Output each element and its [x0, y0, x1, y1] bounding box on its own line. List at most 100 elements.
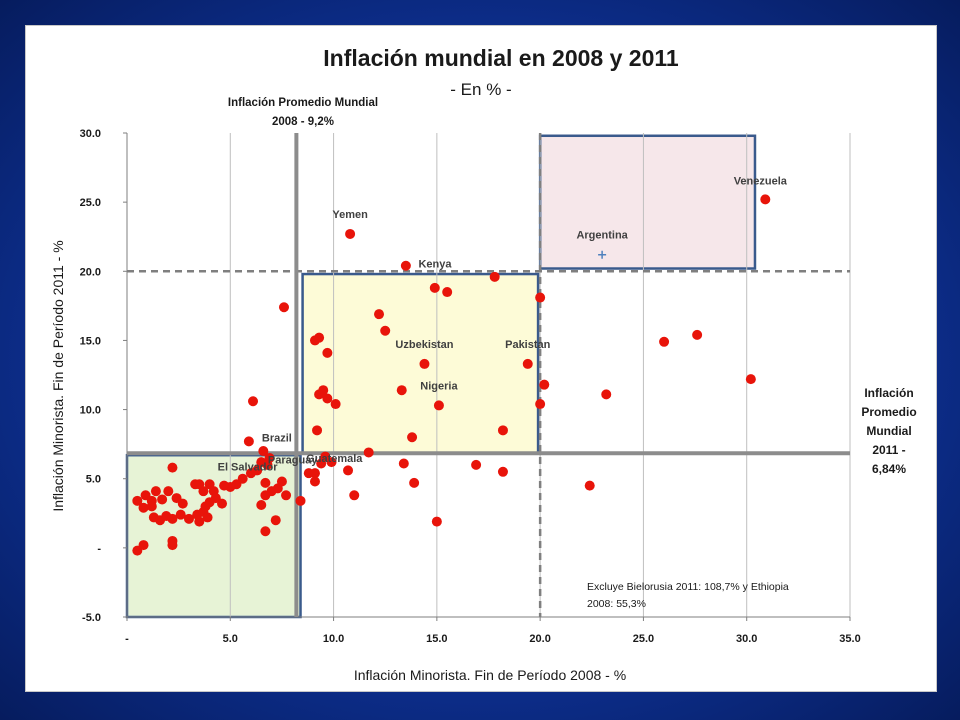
- data-point: [400, 260, 411, 271]
- data-point: [745, 374, 756, 385]
- y-tick-label: 25.0: [80, 197, 101, 209]
- y-tick-label: -5.0: [82, 612, 101, 624]
- data-point: [419, 358, 430, 369]
- data-point: [489, 271, 500, 282]
- data-point: [407, 432, 418, 443]
- data-point: [163, 486, 174, 497]
- quadrant-box: [538, 134, 757, 270]
- data-point: [409, 477, 420, 488]
- data-point: [363, 447, 374, 458]
- data-point: [243, 436, 254, 447]
- data-point: [175, 509, 186, 520]
- data-point: [146, 501, 157, 512]
- annotations: Venezuela Argentina Yemen Kenya Uzbekistan Pa…: [218, 175, 788, 473]
- data-point: [219, 480, 230, 491]
- data-point: [150, 486, 161, 497]
- x-tick-label: -: [125, 633, 129, 645]
- data-point: [326, 457, 337, 468]
- data-point: [349, 490, 360, 501]
- x-tick-label: 35.0: [839, 633, 860, 645]
- data-point: [309, 476, 320, 487]
- data-point: [132, 545, 143, 556]
- quadrant-box: [125, 453, 302, 619]
- x-tick-label: 25.0: [633, 633, 654, 645]
- data-point: [345, 228, 356, 239]
- country-label: Guatemala: [306, 453, 363, 465]
- x-tick-label: 10.0: [323, 633, 344, 645]
- world-average-2008-label-line: Inflación Promedio Mundial: [228, 97, 378, 109]
- y-tick-label: 15.0: [80, 335, 101, 347]
- x-tick-label: 5.0: [223, 633, 238, 645]
- data-point: [398, 458, 409, 469]
- data-point: [245, 468, 256, 479]
- data-point: [194, 516, 205, 527]
- axes: -5.0 10.0 15.0 20.0 25.0 30.0 35.0-5.0-5.010.0…: [80, 128, 861, 645]
- reference-lines: [127, 133, 850, 617]
- data-points: [132, 194, 771, 556]
- data-point: [374, 309, 385, 320]
- y-tick-label: 10.0: [80, 405, 101, 417]
- data-point: [312, 425, 323, 436]
- data-point: [177, 498, 188, 509]
- world-average-2011-label-line: Inflación: [864, 386, 913, 400]
- data-point: [431, 516, 442, 527]
- chart-subtitle: - En % -: [450, 80, 511, 99]
- data-point: [322, 347, 333, 358]
- data-point: [278, 302, 289, 313]
- data-point: [276, 476, 287, 487]
- data-point: [140, 490, 151, 501]
- country-label: Nigeria: [420, 380, 458, 392]
- data-point: [471, 459, 482, 470]
- x-tick-label: 15.0: [426, 633, 447, 645]
- data-point: [330, 399, 341, 410]
- country-label: Uzbekistan: [395, 339, 453, 351]
- chart-frame: Inflación mundial en 2008 y 2011 - En % …: [25, 25, 937, 692]
- world-average-2011-label: Inflación Promedio Mundial 2011 - 6,84%: [861, 386, 916, 476]
- data-point: [256, 499, 267, 510]
- grid-lines: [229, 133, 851, 617]
- data-point: [262, 459, 273, 470]
- country-label: Paraguay: [268, 455, 318, 467]
- world-average-2011-label-line: 2011 -: [872, 443, 905, 457]
- x-tick-label: 20.0: [529, 633, 550, 645]
- data-point: [396, 385, 407, 396]
- exclusion-note-line: 2008: 55,3%: [587, 598, 646, 610]
- x-tick-label: 30.0: [736, 633, 757, 645]
- chart-title: Inflación mundial en 2008 y 2011: [323, 45, 679, 71]
- data-point: [260, 477, 271, 488]
- data-point: [248, 396, 259, 407]
- data-point: [167, 540, 178, 551]
- quadrant-boxes: [125, 134, 757, 619]
- data-point: [183, 513, 194, 524]
- data-point: [138, 502, 149, 513]
- country-label: Venezuela: [734, 175, 788, 187]
- data-point: [497, 425, 508, 436]
- country-label: Pakistan: [505, 339, 551, 351]
- country-label: Brazil: [262, 432, 292, 444]
- country-label: Yemen: [332, 209, 368, 221]
- data-point: [659, 336, 670, 347]
- x-axis-label: Inflación Minorista. Fin de Período 2008…: [354, 667, 626, 683]
- data-point: [202, 512, 213, 523]
- data-point: [198, 486, 209, 497]
- data-point: [429, 282, 440, 293]
- data-point: [442, 287, 453, 298]
- world-average-2008-label-line: 2008 - 9,2%: [272, 116, 334, 128]
- data-point: [584, 480, 595, 491]
- data-point: [303, 468, 314, 479]
- data-point: [692, 329, 703, 340]
- data-point: [270, 515, 281, 526]
- exclusion-note-line: Excluye Bielorusia 2011: 108,7% y Ethiop…: [587, 581, 789, 593]
- scatter-chart: Inflación mundial en 2008 y 2011 - En % …: [50, 45, 917, 683]
- y-tick-label: 20.0: [80, 266, 101, 278]
- data-point: [522, 358, 533, 369]
- y-tick-label: 30.0: [80, 128, 101, 140]
- data-point: [167, 513, 178, 524]
- data-point: [433, 400, 444, 411]
- data-point: [281, 490, 292, 501]
- data-point: [380, 325, 391, 336]
- country-label: El Salvador: [218, 462, 279, 474]
- data-point: [539, 379, 550, 390]
- data-point: [260, 490, 271, 501]
- data-point: [167, 462, 178, 473]
